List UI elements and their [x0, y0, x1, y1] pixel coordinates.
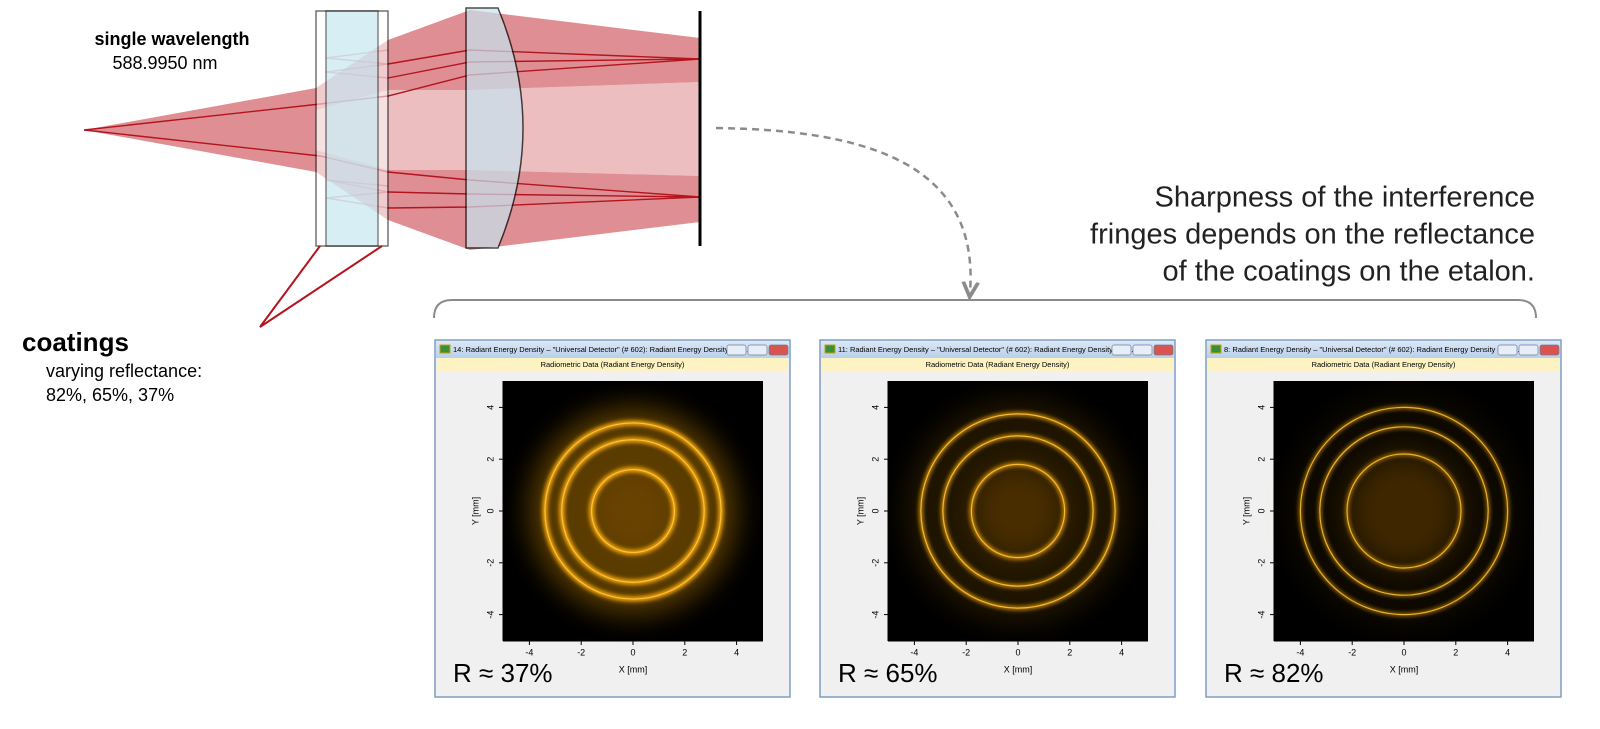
y-tick-label: -4	[1256, 611, 1266, 619]
window-header: Radiometric Data (Radiant Energy Density…	[1312, 360, 1456, 369]
detector-window: 11: Radiant Energy Density – "Universal …	[819, 339, 1176, 698]
x-tick-label: 0	[630, 647, 635, 657]
y-tick-label: -2	[1256, 559, 1266, 567]
window-title: 14: Radiant Energy Density – "Universal …	[453, 345, 751, 354]
x-tick-label: 4	[734, 647, 739, 657]
x-tick-label: -4	[910, 647, 918, 657]
y-tick-label: 0	[485, 508, 495, 513]
x-tick-label: 2	[682, 647, 687, 657]
y-tick-label: 4	[485, 405, 495, 410]
window-button	[747, 344, 768, 356]
x-tick-label: -4	[1296, 647, 1304, 657]
y-tick-label: 0	[1256, 508, 1266, 513]
fringe-core	[970, 463, 1066, 559]
y-tick-label: -2	[485, 559, 495, 567]
fringe-core	[942, 435, 1094, 587]
fringe-core	[544, 422, 722, 600]
x-tick-label: 2	[1453, 647, 1458, 657]
x-tick-label: 0	[1401, 647, 1406, 657]
center-glow	[1347, 454, 1461, 568]
beam-in	[84, 88, 316, 172]
detector-window: 14: Radiant Energy Density – "Universal …	[434, 339, 791, 698]
bracket	[433, 299, 1537, 319]
y-axis-label: Y [mm]	[470, 497, 480, 525]
y-tick-label: -2	[870, 559, 880, 567]
window-button	[1497, 344, 1518, 356]
window-button	[726, 344, 747, 356]
reflectance-label: R ≈ 37%	[453, 658, 553, 688]
window-title: 11: Radiant Energy Density – "Universal …	[838, 345, 1135, 354]
reflectance-label: R ≈ 65%	[838, 658, 938, 688]
window-button	[1153, 344, 1174, 356]
header-bar	[1208, 358, 1559, 371]
x-tick-label: -4	[525, 647, 533, 657]
fringe-core	[1319, 426, 1489, 596]
header-bar	[437, 358, 788, 371]
fringe-core	[920, 413, 1116, 609]
x-tick-label: 4	[1119, 647, 1124, 657]
y-tick-label: 2	[1256, 457, 1266, 462]
caption-line: Sharpness of the interference	[1155, 182, 1535, 214]
y-tick-label: -4	[485, 611, 495, 619]
x-tick-label: 2	[1067, 647, 1072, 657]
y-tick-label: 0	[870, 508, 880, 513]
caption-line: of the coatings on the etalon.	[1163, 256, 1535, 288]
y-tick-label: -4	[870, 611, 880, 619]
window-header: Radiometric Data (Radiant Energy Density…	[541, 360, 685, 369]
coating-pointer	[259, 245, 383, 328]
fringe-core	[561, 439, 705, 583]
reflectance-label: R ≈ 82%	[1224, 658, 1324, 688]
x-tick-label: -2	[962, 647, 970, 657]
y-tick-label: 4	[1256, 405, 1266, 410]
y-axis-label: Y [mm]	[855, 497, 865, 525]
lens	[465, 7, 524, 249]
y-tick-label: 2	[485, 457, 495, 462]
window-button	[1111, 344, 1132, 356]
coatings-values: 82%, 65%, 37%	[46, 385, 174, 405]
x-axis-label: X [mm]	[1390, 664, 1419, 674]
optics	[83, 7, 1537, 328]
title-bar	[436, 341, 789, 358]
window-button	[768, 344, 789, 356]
arrow	[715, 126, 971, 292]
detector-window: 8: Radiant Energy Density – "Universal D…	[1205, 339, 1562, 698]
window-button	[1518, 344, 1539, 356]
window-header: Radiometric Data (Radiant Energy Density…	[926, 360, 1070, 369]
coatings-title: coatings	[22, 327, 129, 357]
x-tick-label: -2	[1348, 647, 1356, 657]
center-glow	[591, 469, 675, 553]
x-tick-label: 4	[1505, 647, 1510, 657]
title-bar	[1207, 341, 1560, 358]
window-icon	[1210, 344, 1222, 354]
window-icon	[824, 344, 836, 354]
x-axis-label: X [mm]	[619, 664, 648, 674]
window-button	[1539, 344, 1560, 356]
x-axis-label: X [mm]	[1004, 664, 1033, 674]
caption-line: fringes depends on the reflectance	[1090, 219, 1535, 251]
wavelength-title: single wavelength	[94, 29, 249, 49]
window-button	[1132, 344, 1153, 356]
fringe-core	[1346, 453, 1462, 569]
y-axis-label: Y [mm]	[1241, 497, 1251, 525]
x-tick-label: -2	[577, 647, 585, 657]
header-bar	[822, 358, 1173, 371]
wavelength-value: 588.9950 nm	[112, 53, 217, 73]
y-tick-label: 4	[870, 405, 880, 410]
window-icon	[439, 344, 451, 354]
etalon-gap	[325, 10, 379, 247]
x-tick-label: 0	[1015, 647, 1020, 657]
center-glow	[971, 464, 1065, 558]
fringe-core	[590, 468, 676, 554]
fringe-core	[1299, 406, 1509, 616]
coatings-text: varying reflectance:	[46, 361, 202, 381]
y-tick-label: 2	[870, 457, 880, 462]
title-bar	[821, 341, 1174, 358]
window-title: 8: Radiant Energy Density – "Universal D…	[1224, 345, 1522, 354]
